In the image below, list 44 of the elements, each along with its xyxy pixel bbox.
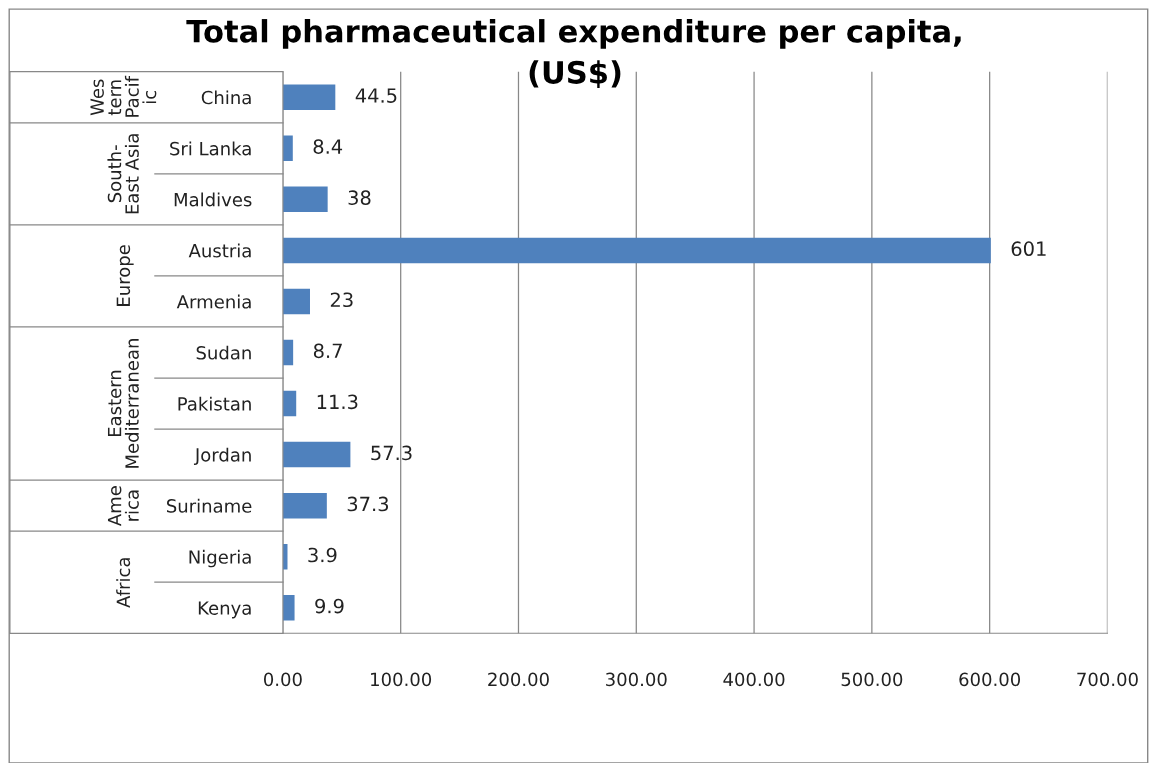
y-tick-label: Sudan <box>196 345 251 360</box>
bar <box>282 288 310 315</box>
y-tick-label: Sri Lanka <box>170 141 251 156</box>
y-tick-label: Nigeria <box>189 549 251 568</box>
x-tick-label: 0.00 <box>263 672 302 687</box>
x-tick-label: 300.00 <box>606 672 667 687</box>
text: Europe <box>116 245 134 306</box>
data-label: 38 <box>348 190 371 205</box>
data-label: 11.3 <box>317 394 358 410</box>
y-tick-label: Pakistan <box>178 396 251 411</box>
data-label: 44.5 <box>355 88 397 103</box>
x-tick-label: 500.00 <box>841 672 903 687</box>
text: Eastern Mediterranean <box>107 339 139 468</box>
bar <box>282 84 336 111</box>
y-tick-label: Suriname <box>166 498 252 513</box>
y-tick-label: China <box>201 90 251 105</box>
bar <box>282 492 327 519</box>
y-tick-label: Armenia <box>176 294 251 309</box>
x-tick-label: 100.00 <box>371 672 432 687</box>
y-tick-label: Jordan <box>193 447 251 466</box>
y-tick-label: Kenya <box>198 601 251 619</box>
bar <box>282 595 295 621</box>
data-label: 8.7 <box>313 343 342 359</box>
x-tick-label: 700.00 <box>1077 672 1138 687</box>
data-label: 3.9 <box>308 547 337 563</box>
text: Ame rica <box>107 486 139 527</box>
bar <box>282 186 328 213</box>
x-tick-label: 400.00 <box>723 672 785 687</box>
data-label: 601 <box>1011 241 1046 257</box>
chart-title: Total pharmaceutical expenditure per capita, (US$) <box>186 19 961 88</box>
text: Wes tern Pacif ic <box>90 75 157 117</box>
bar <box>282 237 991 264</box>
data-label: 37.3 <box>347 496 389 512</box>
data-label: 8.4 <box>313 139 343 154</box>
y-tick-label: Austria <box>188 243 251 258</box>
text: Africa <box>116 558 131 608</box>
data-label: 23 <box>330 292 353 308</box>
text: South- East Asia <box>107 134 139 214</box>
x-tick-label: 600.00 <box>959 672 1021 687</box>
bar <box>282 441 351 468</box>
x-tick-label: 200.00 <box>488 672 549 687</box>
data-label: 9.9 <box>315 598 344 614</box>
y-tick-label: Maldives <box>174 192 252 207</box>
data-label: 57.3 <box>371 445 412 461</box>
